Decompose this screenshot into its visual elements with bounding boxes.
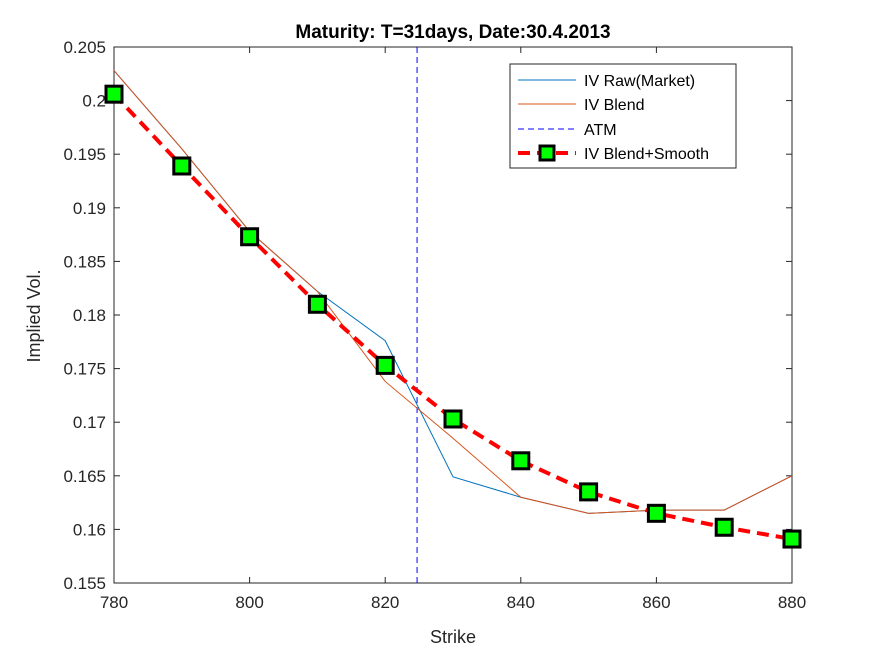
- series-iv-blend-smooth-point: [307, 294, 327, 314]
- x-tick-label: 800: [235, 593, 263, 612]
- y-tick-label: 0.155: [63, 574, 106, 593]
- legend-label: IV Raw(Market): [584, 73, 695, 90]
- y-tick-label: 0.165: [63, 467, 106, 486]
- legend-label: IV Blend+Smooth: [584, 146, 709, 163]
- series-iv-blend-smooth-point: [375, 355, 395, 375]
- series-iv-blend-smooth-point: [240, 227, 260, 247]
- y-tick-label: 0.185: [63, 252, 106, 271]
- y-tick-label: 0.18: [73, 306, 106, 325]
- y-tick-label: 0.17: [73, 413, 106, 432]
- series-iv-blend-line: [113, 70, 793, 514]
- series-iv-blend-smooth-point: [511, 451, 531, 471]
- y-tick-label: 0.175: [63, 360, 106, 379]
- series-iv-blend-smooth-point: [579, 482, 599, 502]
- x-tick-label: 880: [778, 593, 806, 612]
- chart-title: Maturity: T=31days, Date:30.4.2013: [295, 22, 610, 43]
- y-tick-label: 0.2: [82, 92, 106, 111]
- legend-label: ATM: [584, 122, 617, 139]
- y-tick-label: 0.16: [73, 520, 106, 539]
- series-iv-blend-smooth-point: [443, 409, 463, 429]
- series-iv-blend-smooth-point: [714, 517, 734, 537]
- series-iv-blend-smooth-point: [172, 156, 192, 176]
- x-tick-label: 820: [371, 593, 399, 612]
- y-tick-label: 0.205: [63, 38, 106, 57]
- x-tick-label: 780: [100, 593, 128, 612]
- x-tick-label: 840: [507, 593, 535, 612]
- legend-label: IV Blend: [584, 97, 644, 114]
- series-iv-blend-smooth-point: [104, 84, 124, 104]
- y-tick-label: 0.195: [63, 145, 106, 164]
- y-tick-label: 0.19: [73, 199, 106, 218]
- series-iv-blend-smooth-point: [782, 529, 802, 549]
- series-iv-blend-smooth-point: [646, 503, 666, 523]
- legend-marker: [538, 144, 556, 162]
- x-tick-label: 860: [642, 593, 670, 612]
- y-axis-label: Implied Vol.: [24, 269, 44, 362]
- x-axis-label: Strike: [430, 627, 476, 647]
